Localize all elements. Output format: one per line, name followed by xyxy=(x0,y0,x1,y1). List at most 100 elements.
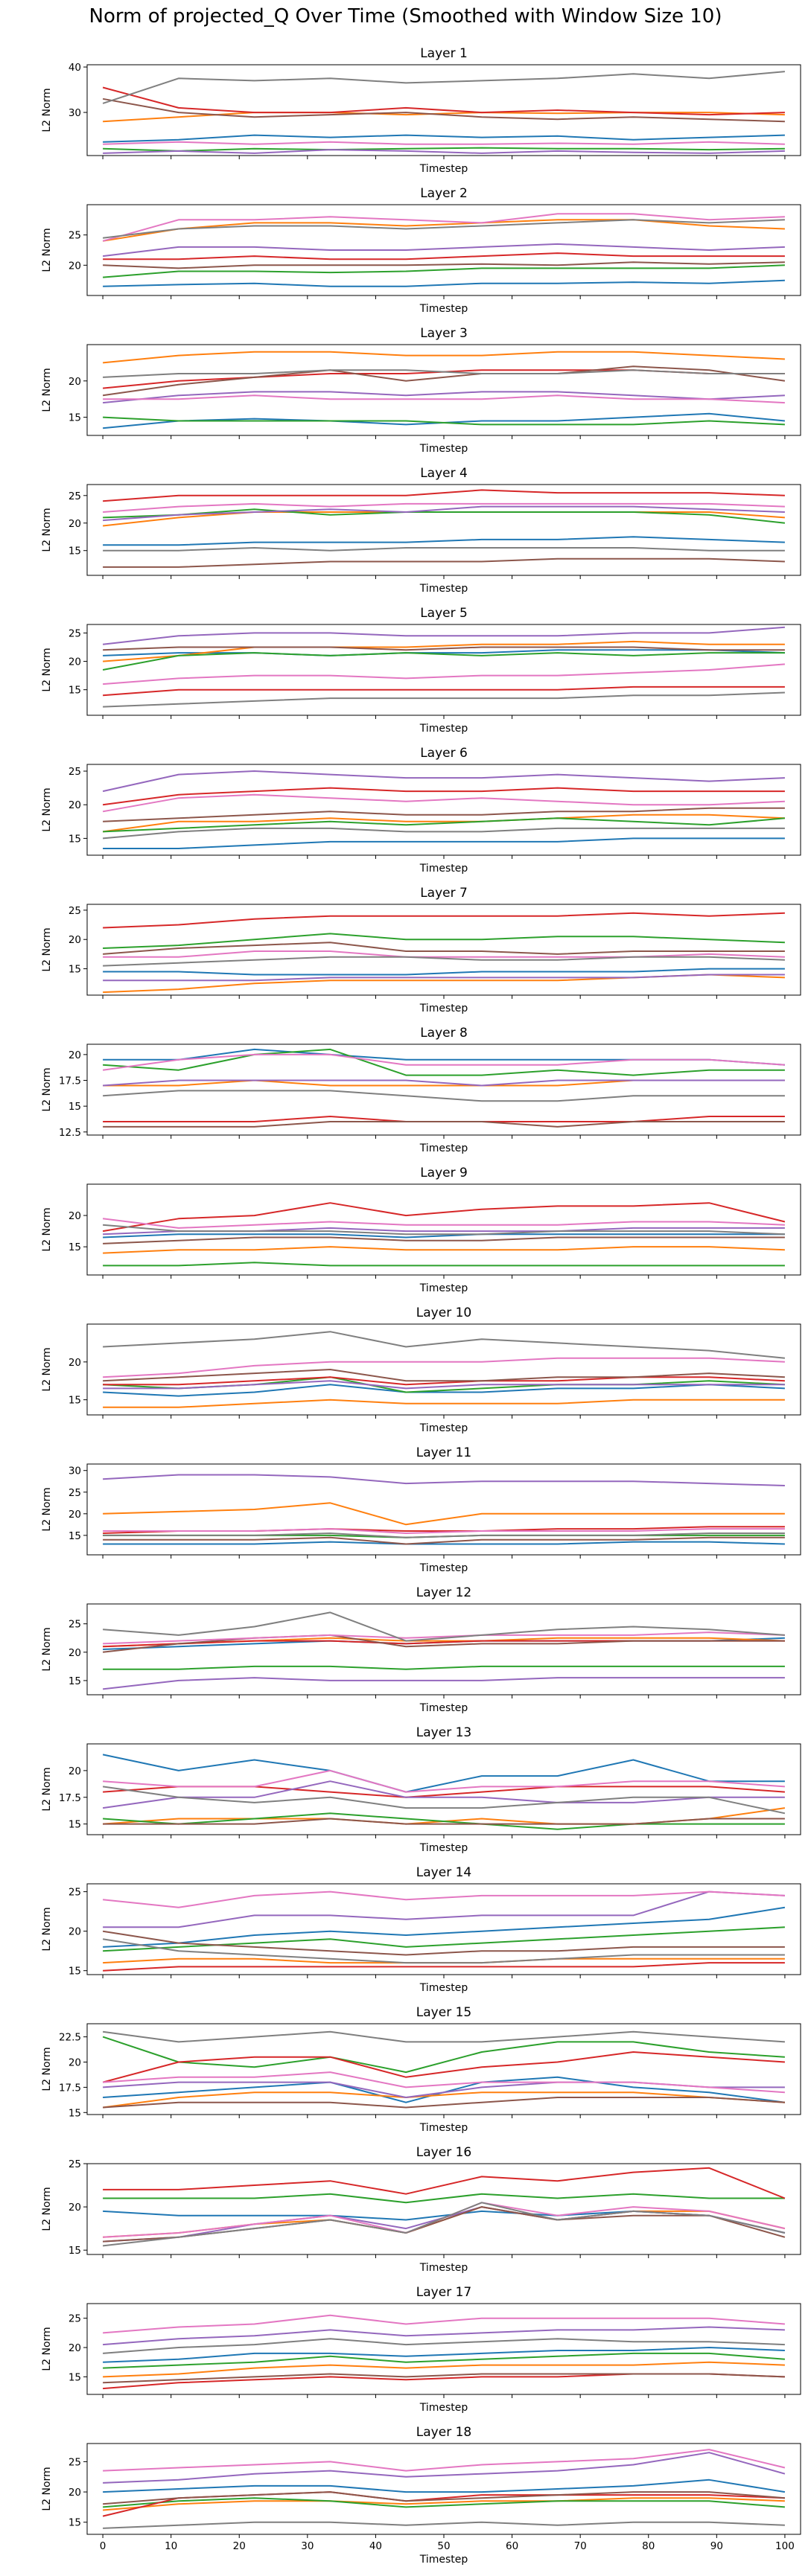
series-line xyxy=(103,1533,785,1538)
series-line xyxy=(103,933,785,949)
y-tick-label: 22.5 xyxy=(59,2032,81,2044)
series-line xyxy=(102,365,786,397)
series-line xyxy=(103,968,785,976)
series-line xyxy=(103,149,785,154)
series-line xyxy=(103,1224,785,1236)
y-tick-label: 20 xyxy=(69,656,81,668)
y-tick-label: 25 xyxy=(69,627,81,639)
series-line xyxy=(103,942,785,955)
series-line xyxy=(102,770,785,793)
panel-title: Layer 13 xyxy=(416,1725,471,1740)
y-tick-label: 15 xyxy=(69,1819,81,1831)
x-axis-label: Timestep xyxy=(419,1842,468,1854)
panel-title: Layer 18 xyxy=(416,2425,471,2440)
y-tick-label: 20 xyxy=(69,1210,81,1222)
x-axis-label: Timestep xyxy=(419,2122,468,2134)
y-tick-label: 15 xyxy=(69,1241,81,1253)
series-line xyxy=(103,279,785,287)
x-tick-label: 40 xyxy=(369,2540,382,2552)
y-tick-label: 15 xyxy=(69,1101,81,1113)
series-line xyxy=(102,1677,785,1690)
y-tick-label: 20 xyxy=(69,1926,81,1938)
series-line xyxy=(102,98,785,123)
y-tick-label: 15 xyxy=(69,2371,81,2383)
layer-panel: Layer 16 15 20 25 Timestep L2 Norm xyxy=(41,2145,801,2274)
series-line xyxy=(103,1079,785,1087)
series-line xyxy=(103,1631,785,1645)
series-line xyxy=(102,1786,786,1815)
series-line xyxy=(103,134,785,143)
series-line xyxy=(103,2314,785,2334)
y-tick-label: 17.5 xyxy=(59,2082,81,2094)
series-line xyxy=(103,252,785,261)
panel-title: Layer 12 xyxy=(416,1585,471,1600)
series-line xyxy=(103,1331,785,1359)
figure-title: Norm of projected_Q Over Time (Smoothed … xyxy=(89,5,722,28)
series-line xyxy=(103,974,785,982)
y-tick-label: 25 xyxy=(69,490,81,502)
series-line xyxy=(103,1376,785,1386)
series-line xyxy=(103,1962,785,1972)
y-axis-label: L2 Norm xyxy=(41,1487,53,1531)
y-axis-label: L2 Norm xyxy=(41,1767,53,1811)
x-axis-label: Timestep xyxy=(419,443,468,455)
y-axis-label: L2 Norm xyxy=(41,2187,53,2231)
x-tick-label: 50 xyxy=(437,2540,450,2552)
x-axis-label: Timestep xyxy=(419,1562,468,1574)
layer-panel: Layer 6 15 20 25 Timestep L2 Norm xyxy=(41,746,801,875)
series-line xyxy=(103,827,785,840)
series-line xyxy=(102,2202,786,2247)
series-line xyxy=(103,1246,785,1254)
series-line xyxy=(102,2036,785,2074)
x-axis-label: Timestep xyxy=(419,2554,468,2566)
y-tick-label: 25 xyxy=(69,2158,81,2170)
series-line xyxy=(103,1536,785,1545)
x-axis-label: Timestep xyxy=(419,1142,468,1154)
y-axis-label: L2 Norm xyxy=(41,1627,53,1671)
panel-title: Layer 1 xyxy=(420,46,468,61)
series-line xyxy=(103,2478,786,2493)
series-line xyxy=(103,261,785,269)
y-axis-label: L2 Norm xyxy=(41,228,53,272)
series-line xyxy=(103,2521,785,2529)
y-tick-label: 25 xyxy=(69,905,81,917)
layer-panel: Layer 17 15 20 25 Timestep L2 Norm xyxy=(41,2285,801,2414)
series-line xyxy=(102,2051,785,2083)
series-line xyxy=(102,213,785,242)
series-line xyxy=(102,1218,785,1229)
series-line xyxy=(102,2091,785,2109)
x-tick-label: 30 xyxy=(301,2540,314,2552)
y-tick-label: 20 xyxy=(69,2057,81,2069)
x-tick-label: 60 xyxy=(506,2540,518,2552)
y-tick-label: 20 xyxy=(69,260,81,272)
y-tick-label: 20 xyxy=(69,1647,81,1659)
y-tick-label: 25 xyxy=(69,2456,81,2468)
y-axis-label: L2 Norm xyxy=(41,648,53,691)
series-line xyxy=(103,1048,785,1076)
y-tick-label: 25 xyxy=(69,230,81,242)
series-line xyxy=(103,2167,786,2199)
y-tick-label: 20 xyxy=(69,799,81,811)
y-tick-label: 12.5 xyxy=(59,1127,81,1139)
x-axis-label: Timestep xyxy=(419,163,468,175)
series-line xyxy=(103,2071,785,2094)
series-line xyxy=(103,1369,785,1382)
x-axis-label: Timestep xyxy=(419,2402,468,2414)
series-line xyxy=(103,1357,785,1378)
y-tick-label: 20 xyxy=(69,2487,81,2499)
panel-title: Layer 11 xyxy=(416,1445,471,1460)
series-line xyxy=(103,956,785,967)
panel-title: Layer 3 xyxy=(420,326,468,341)
series-line xyxy=(102,219,785,242)
series-line xyxy=(103,141,785,145)
x-axis-label: Timestep xyxy=(419,1003,468,1014)
layer-panel: Layer 18 15 20 25 0 10 20 30 40 50 60 70 80 90 100 Time… xyxy=(41,2425,801,2566)
series-line xyxy=(103,1812,785,1830)
y-axis-label: L2 Norm xyxy=(41,1067,53,1111)
y-axis-label: L2 Norm xyxy=(41,1207,53,1251)
layer-panel: Layer 8 12.5 15 17.5 20 Timestep L2 Norm xyxy=(41,1026,801,1154)
series-line xyxy=(103,807,785,822)
y-tick-label: 30 xyxy=(69,1466,81,1477)
y-axis-label: L2 Norm xyxy=(41,508,53,552)
